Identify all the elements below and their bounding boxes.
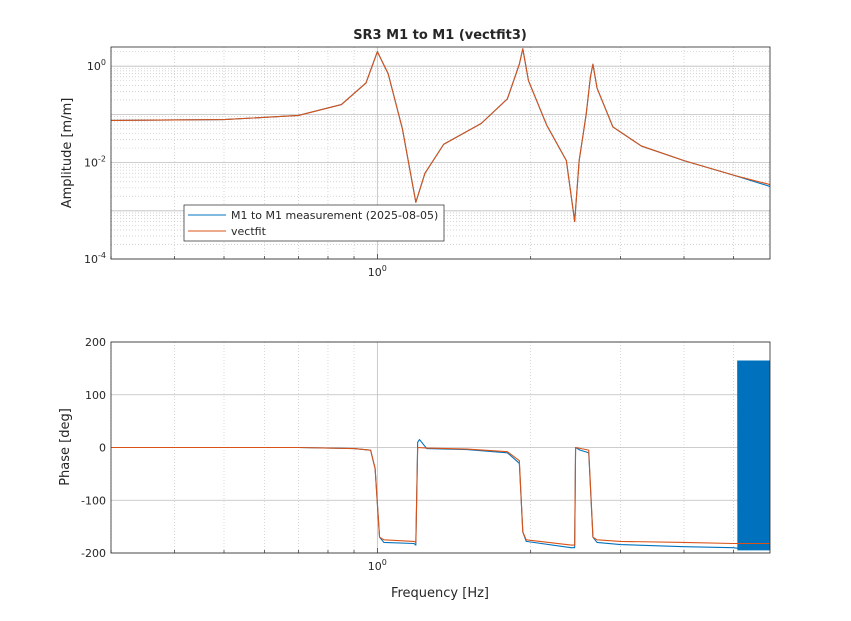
y-tick-label: 0: [99, 442, 106, 455]
y-tick-label: -200: [81, 547, 106, 560]
y-tick-label: 10-4: [84, 251, 106, 266]
amplitude-tick-labels: 100 100 10-2 10-4: [84, 58, 387, 279]
amplitude-title: SR3 M1 to M1 (vectfit3): [353, 28, 527, 43]
y-tick-label: 10-2: [84, 155, 106, 170]
amplitude-series: [111, 48, 770, 223]
series-vectfit-line: [111, 446, 770, 546]
y-tick-label: -100: [81, 494, 106, 507]
x-tick-label: 100: [368, 558, 387, 573]
legend-entry-measurement: M1 to M1 measurement (2025-08-05): [231, 209, 438, 222]
phase-noise-band: [737, 360, 770, 551]
series-vectfit-line: [111, 48, 770, 223]
y-tick-label: 100: [85, 389, 106, 402]
y-tick-label: 200: [85, 336, 106, 349]
y-tick-label: 100: [87, 58, 106, 73]
legend: M1 to M1 measurement (2025-08-05) vectfi…: [183, 204, 445, 242]
legend-entry-vectfit: vectfit: [231, 225, 267, 238]
amplitude-grid: [110, 47, 770, 260]
phase-series: [111, 360, 770, 551]
phase-tick-labels: 100 200 100 0 -100 -200: [81, 336, 387, 573]
phase-panel: 100 200 100 0 -100 -200 Phase [deg] Frequency…: [58, 336, 771, 601]
amplitude-axes-box: [110, 46, 771, 260]
phase-axes-box: [110, 341, 771, 554]
x-tick-label: 100: [368, 264, 387, 279]
legend-box: [183, 204, 445, 242]
amplitude-panel: 100 100 10-2 10-4 SR3 M1 to M1 (vectfit3) A…: [60, 28, 771, 279]
phase-y-label: Phase [deg]: [58, 408, 73, 486]
phase-x-label: Frequency [Hz]: [391, 586, 489, 601]
amplitude-y-label: Amplitude [m/m]: [60, 98, 75, 209]
